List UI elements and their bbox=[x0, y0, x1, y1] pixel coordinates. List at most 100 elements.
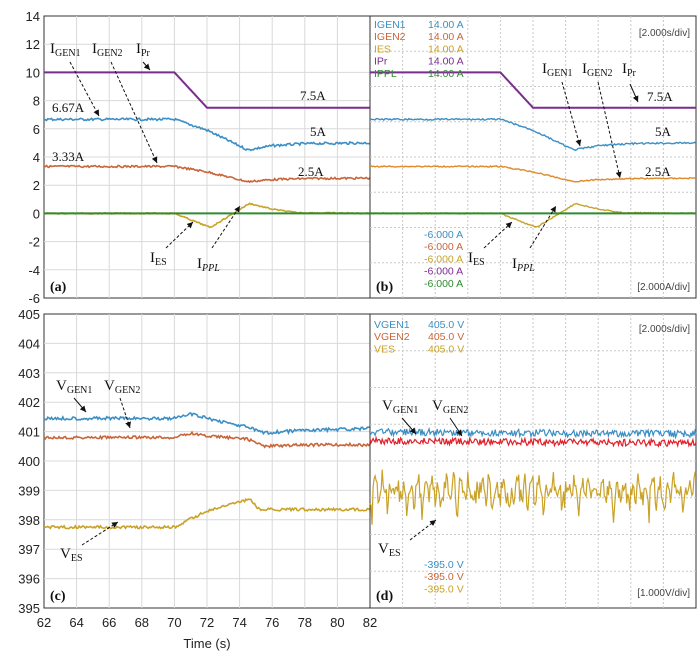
panel-c-y-tick-label: 398 bbox=[18, 513, 40, 528]
legend-bottom-gen2: -395.0 V bbox=[424, 571, 464, 583]
panel-d-series bbox=[369, 426, 697, 525]
panel-c-y-tick-label: 403 bbox=[18, 366, 40, 381]
series-gen1-line bbox=[43, 117, 371, 152]
x-tick-label: 80 bbox=[330, 615, 344, 630]
legend-bottom-pr: -6.000 A bbox=[424, 266, 463, 278]
panel-a-y-tick-label: 6 bbox=[33, 122, 40, 137]
scope-label-igen2: IGEN2 bbox=[582, 61, 613, 79]
scope-arrow-ies bbox=[483, 221, 513, 249]
panel-a-y-tick-label: 10 bbox=[26, 65, 40, 80]
value-5a: 5A bbox=[310, 124, 327, 139]
panel-b: IGEN1 14.00 A IGEN2 14.00 A IES 14.00 A IPr 14.… bbox=[369, 15, 697, 299]
series-gen1-line bbox=[43, 412, 371, 436]
scope-label-ves: VES bbox=[378, 541, 401, 559]
panel-d-legend-top: VGEN1 405.0 V VGEN2 405.0 V VES 405.0 V bbox=[374, 319, 464, 355]
panel-a-grid bbox=[44, 16, 370, 298]
panel-a-series bbox=[43, 71, 371, 229]
scope-arrow-vgen2 bbox=[449, 417, 463, 437]
scope-series-es-line bbox=[369, 469, 697, 525]
x-tick-label: 74 bbox=[232, 615, 246, 630]
panel-b-legend-top: IGEN1 14.00 A IGEN2 14.00 A IES 14.00 A IPr 14.… bbox=[374, 19, 464, 80]
panel-b-amp-div: [2.000A/div] bbox=[637, 282, 690, 293]
x-tick-label: 68 bbox=[135, 615, 149, 630]
panel-c-y-tick-label: 399 bbox=[18, 483, 40, 498]
legend-bottom-es: -395.0 V bbox=[424, 583, 464, 595]
x-tick-label: 78 bbox=[298, 615, 312, 630]
panel-b-grid bbox=[370, 16, 696, 298]
panel-d-grid bbox=[370, 314, 696, 608]
arrow-vgen2 bbox=[119, 397, 131, 429]
panel-a-y-tick-label: 0 bbox=[33, 206, 40, 221]
x-axis-ticks: 62 64 66 68 70 72 74 76 78 80 82 bbox=[37, 615, 377, 630]
legend-top-es: 405.0 V bbox=[428, 343, 464, 355]
panel-c-y-tick-label: 396 bbox=[18, 572, 40, 587]
label-igen1: IGEN1 bbox=[50, 41, 81, 59]
scope-series-gen1-line bbox=[369, 426, 697, 440]
x-tick-label: 82 bbox=[363, 615, 377, 630]
scope-arrow-ippl bbox=[529, 205, 557, 249]
scope-label-vgen1: VGEN1 bbox=[382, 398, 418, 416]
series-gen1-line bbox=[369, 117, 697, 152]
label-ippl: IPPL bbox=[197, 256, 220, 274]
legend-name-ppl: IPPL bbox=[374, 68, 397, 80]
panel-c-y-tick-label: 405 bbox=[18, 307, 40, 322]
value-2-5a: 2.5A bbox=[298, 164, 324, 179]
scope-arrow-ves bbox=[409, 519, 437, 541]
legend-bottom-gen2: -6.000 A bbox=[424, 241, 463, 253]
legend-name-gen2: IGEN2 bbox=[374, 31, 406, 43]
series-gen2-line bbox=[43, 164, 371, 184]
scope-value-5a: 5A bbox=[655, 124, 672, 139]
scope-label-ipr: IPr bbox=[622, 61, 637, 79]
legend-top-gen1: 405.0 V bbox=[428, 319, 464, 331]
legend-top-es: 14.00 A bbox=[428, 43, 464, 55]
series-gen2-line bbox=[43, 430, 371, 449]
legend-name-gen2: VGEN2 bbox=[374, 331, 410, 343]
arrow-ves bbox=[81, 521, 119, 546]
panel-a-y-tick-label: -2 bbox=[28, 235, 40, 250]
panel-a-label: (a) bbox=[50, 280, 67, 295]
label-igen2: IGEN2 bbox=[92, 41, 123, 59]
panel-c-y-ticks: 405 404 403 402 401 400 399 398 397 396 395 bbox=[18, 307, 40, 616]
scope-arrow-ipr bbox=[629, 83, 639, 103]
value-6-67a: 6.67A bbox=[52, 100, 85, 115]
scope-label-ies: IES bbox=[468, 250, 485, 268]
scope-arrow-igen1 bbox=[561, 81, 582, 147]
value-7-5a: 7.5A bbox=[300, 88, 326, 103]
label-ves: VES bbox=[60, 546, 83, 564]
legend-top-gen2: 405.0 V bbox=[428, 331, 464, 343]
legend-bottom-ppl: -6.000 A bbox=[424, 278, 463, 290]
panel-b-label: (b) bbox=[376, 280, 393, 295]
x-tick-label: 62 bbox=[37, 615, 51, 630]
legend-bottom-gen1: -6.000 A bbox=[424, 229, 463, 241]
panel-b-series bbox=[369, 71, 697, 228]
panel-c-label: (c) bbox=[50, 589, 66, 604]
scope-arrow-vgen1 bbox=[401, 417, 417, 435]
panel-c-y-tick-label: 401 bbox=[18, 425, 40, 440]
panel-c-y-tick-label: 400 bbox=[18, 454, 40, 469]
legend-bottom-es: -6.000 A bbox=[424, 253, 463, 265]
panel-a-y-tick-label: -6 bbox=[28, 291, 40, 306]
label-ipr: IPr bbox=[136, 41, 151, 59]
panel-a-y-tick-label: 4 bbox=[33, 150, 40, 165]
value-3-33a: 3.33A bbox=[52, 149, 85, 164]
legend-bottom-gen1: -395.0 V bbox=[424, 559, 464, 571]
scope-label-igen1: IGEN1 bbox=[542, 61, 573, 79]
panel-d-label: (d) bbox=[376, 589, 393, 604]
panel-d: VGEN1 405.0 V VGEN2 405.0 V VES 405.0 V -395.… bbox=[369, 313, 697, 609]
panel-d-legend-bottom: -395.0 V-395.0 V-395.0 V bbox=[424, 559, 464, 595]
legend-name-gen1: VGEN1 bbox=[374, 319, 410, 331]
arrow-vgen1 bbox=[73, 397, 87, 413]
panel-a-y-tick-label: 8 bbox=[33, 94, 40, 109]
x-tick-label: 76 bbox=[265, 615, 279, 630]
panel-c-y-tick-label: 404 bbox=[18, 336, 40, 351]
legend-name-pr: IPr bbox=[374, 56, 388, 68]
series-pr-line bbox=[44, 71, 370, 109]
panel-c-series bbox=[43, 412, 371, 530]
legend-name-es: VES bbox=[374, 343, 395, 355]
scope-value-2-5a: 2.5A bbox=[645, 164, 671, 179]
x-tick-label: 70 bbox=[167, 615, 181, 630]
label-vgen2: VGEN2 bbox=[104, 378, 140, 396]
x-axis-label: Time (s) bbox=[183, 636, 230, 651]
